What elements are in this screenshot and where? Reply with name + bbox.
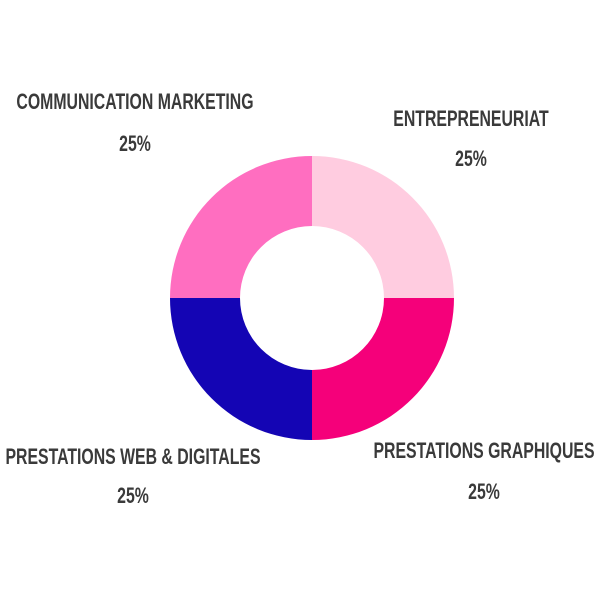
donut-segment [170, 156, 312, 298]
value-label: 25% [117, 484, 149, 508]
donut-segment [170, 298, 312, 440]
value-label: 25% [468, 480, 500, 504]
category-label: PRESTATIONS WEB & DIGITALES [5, 445, 260, 469]
category-label: COMMUNICATION MARKETING [16, 90, 253, 114]
category-label: PRESTATIONS GRAPHIQUES [373, 439, 594, 463]
donut-segment [312, 298, 454, 440]
category-label: ENTREPRENEURIAT [393, 107, 549, 131]
value-label: 25% [119, 132, 151, 156]
value-label: 25% [455, 147, 487, 171]
donut-segment [312, 156, 454, 298]
